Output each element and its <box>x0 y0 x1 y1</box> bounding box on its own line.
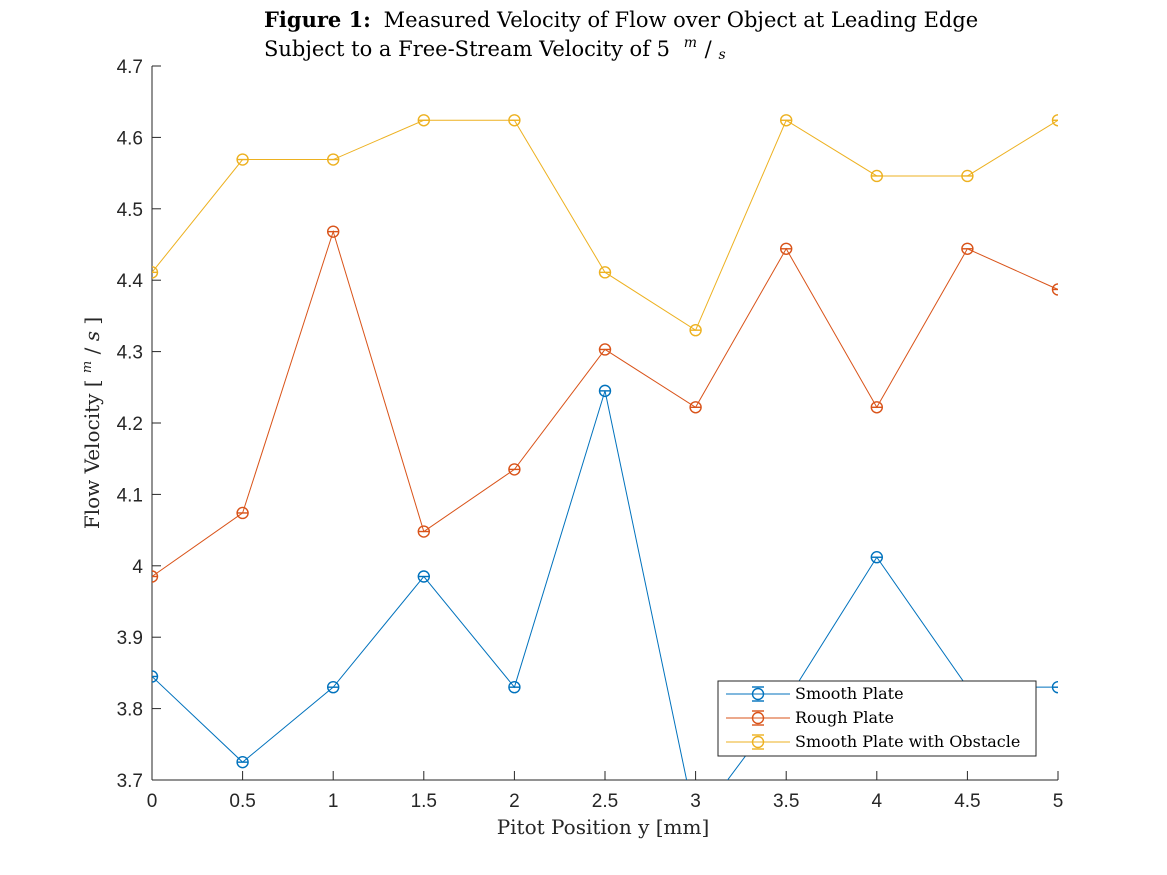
y-axis-label-suffix: ] <box>80 317 104 325</box>
y-tick-label: 4.4 <box>117 271 144 292</box>
x-tick-label: 0 <box>147 791 158 812</box>
x-axis-label: Pitot Position y [mm] <box>497 815 710 839</box>
x-tick-label: 1 <box>328 791 339 812</box>
y-tick-label: 4.2 <box>117 414 143 435</box>
series-0 <box>152 384 1058 780</box>
x-tick-label: 3.5 <box>773 791 799 812</box>
series-1 <box>152 225 1058 583</box>
y-tick-label: 4 <box>132 557 143 578</box>
y-axis-label: Flow Velocity [ m / s ] <box>72 317 104 529</box>
legend-marker <box>751 711 765 725</box>
y-axis-unit-slash: / <box>80 347 104 354</box>
y-tick-label: 3.9 <box>117 628 143 649</box>
y-tick-label: 4.5 <box>117 200 143 221</box>
x-tick-label: 2.5 <box>592 791 618 812</box>
chart-title-bold: Figure 1: <box>264 7 371 32</box>
series-line <box>152 119 1058 331</box>
y-tick-label: 4.6 <box>117 128 143 149</box>
legend-label: Smooth Plate <box>795 684 904 703</box>
y-tick-label: 4.7 <box>117 57 143 78</box>
series-line <box>152 229 1058 577</box>
y-axis-label-prefix: Flow Velocity [ <box>80 379 104 529</box>
x-tick-label: 0.5 <box>229 791 255 812</box>
y-tick-label: 3.7 <box>117 771 143 792</box>
chart-title-text: Measured Velocity of Flow over Object at… <box>384 8 979 32</box>
chart-title-line-2: Subject to a Free-Stream Velocity of 5 m… <box>264 28 726 63</box>
legend: Smooth Plate Rough Plate Smooth Plate with… <box>717 680 1037 757</box>
chart-title-subtitle: Subject to a Free-Stream Velocity of 5 <box>264 37 670 61</box>
legend-label: Smooth Plate with Obstacle <box>795 732 1020 751</box>
series-line <box>152 390 1058 780</box>
legend-entry: Rough Plate <box>726 708 894 727</box>
x-tick-label: 5 <box>1053 791 1064 812</box>
chart-title-line-1: Figure 1: Measured Velocity of Flow over… <box>264 7 978 32</box>
y-tick-label: 3.8 <box>117 700 143 721</box>
title-unit-slash: / <box>705 37 713 61</box>
x-tick-label: 2 <box>509 791 520 812</box>
legend-marker <box>751 687 765 701</box>
title-unit-numerator: m <box>684 35 697 51</box>
series-2 <box>152 114 1058 337</box>
y-axis-unit-denominator: s <box>80 331 104 341</box>
axis-ticks: 0 0.5 1 1.5 2 2.5 3 3.5 4 4.5 5 3.7 3.8 3.9 4 4.1 4.2 4.3… <box>117 57 1064 812</box>
legend-entry: Smooth Plate <box>726 684 904 703</box>
legend-entry: Smooth Plate with Obstacle <box>726 732 1020 751</box>
x-tick-label: 1.5 <box>411 791 437 812</box>
x-tick-label: 4 <box>872 791 883 812</box>
y-tick-label: 4.1 <box>117 485 143 506</box>
title-unit-denominator: s <box>718 47 725 63</box>
y-axis-unit-numerator: m <box>80 361 95 373</box>
x-tick-label: 3 <box>690 791 701 812</box>
legend-marker <box>751 735 765 749</box>
y-tick-label: 4.3 <box>117 343 143 364</box>
series-layer <box>152 114 1058 780</box>
legend-label: Rough Plate <box>795 708 894 727</box>
x-tick-label: 4.5 <box>954 791 980 812</box>
